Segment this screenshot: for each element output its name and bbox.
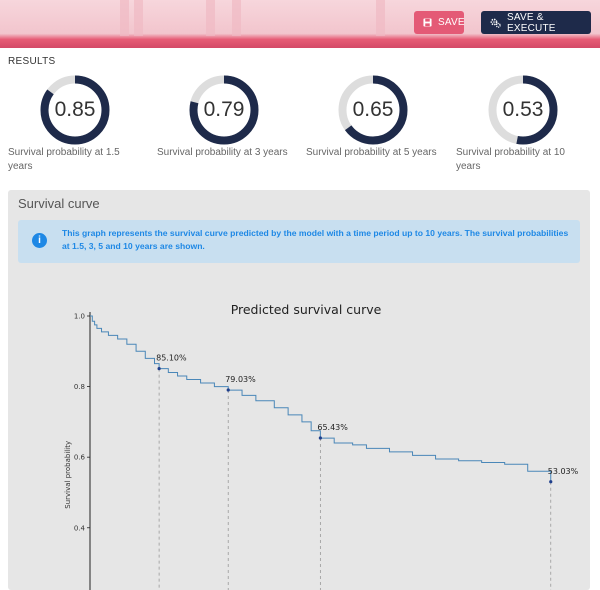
gauge-fill [488, 75, 558, 145]
survival-point [549, 480, 553, 484]
info-alert: i This graph represents the survival cur… [18, 220, 580, 263]
save-button[interactable]: SAVE [414, 11, 465, 34]
gauge-value: 0.79 [203, 98, 245, 121]
survival-chart: Predicted survival curve Survival probabi… [64, 302, 579, 590]
y-tick-label: 0.8 [74, 383, 85, 391]
gauge-ring [338, 75, 408, 145]
gauge-caption: Survival probability at 5 years [306, 147, 437, 158]
gauge-caption: Survival probability at 1.5 years [8, 147, 120, 172]
gears-icon [490, 18, 501, 28]
y-tick-label: 0.6 [74, 454, 86, 462]
survival-point-label: 53.03% [548, 467, 579, 476]
save-label: SAVE [438, 17, 465, 28]
gauge-caption: Survival probability at 10 years [456, 147, 565, 172]
y-axis-label: Survival probability [64, 441, 72, 509]
survival-point-label: 85.10% [156, 354, 187, 363]
survival-point [157, 366, 161, 371]
survival-point [318, 436, 322, 440]
save-execute-button[interactable]: SAVE & EXECUTE [481, 11, 591, 34]
gauge-ring [189, 75, 259, 145]
gauge-value: 0.85 [54, 98, 96, 121]
banner-decoration [134, 0, 143, 36]
info-icon: i [32, 233, 47, 248]
header-banner: SAVE SAVE & EXECUTE [0, 0, 600, 48]
survival-point-label: 79.03% [225, 375, 256, 384]
gauge-fill [189, 75, 259, 145]
results-heading: RESULTS [8, 56, 56, 67]
gauge-ring [40, 75, 110, 145]
chart-title: Predicted survival curve [231, 302, 382, 317]
y-tick-label: 1.0 [74, 313, 85, 321]
survival-point-label: 65.43% [317, 423, 348, 432]
gauge-ring [488, 75, 558, 145]
banner-decoration [376, 0, 385, 36]
panel-title: Survival curve [18, 196, 100, 211]
gauge-value: 0.53 [502, 98, 544, 121]
floppy-disk-icon [423, 18, 432, 27]
banner-decoration [120, 0, 129, 36]
y-tick-label: 0.4 [74, 524, 86, 532]
banner-decoration [206, 0, 215, 36]
survival-curve-panel: Survival curve i This graph represents t… [8, 190, 590, 590]
survival-curve-line [90, 315, 552, 482]
save-execute-label: SAVE & EXECUTE [507, 11, 556, 34]
banner-decoration [232, 0, 241, 36]
gauge-caption: Survival probability at 3 years [157, 147, 288, 158]
gauge-fill [338, 75, 408, 145]
survival-point [226, 388, 230, 392]
info-text: This graph represents the survival curve… [62, 228, 569, 251]
gauge-value: 0.65 [352, 98, 394, 121]
gauge-fill [40, 75, 110, 145]
